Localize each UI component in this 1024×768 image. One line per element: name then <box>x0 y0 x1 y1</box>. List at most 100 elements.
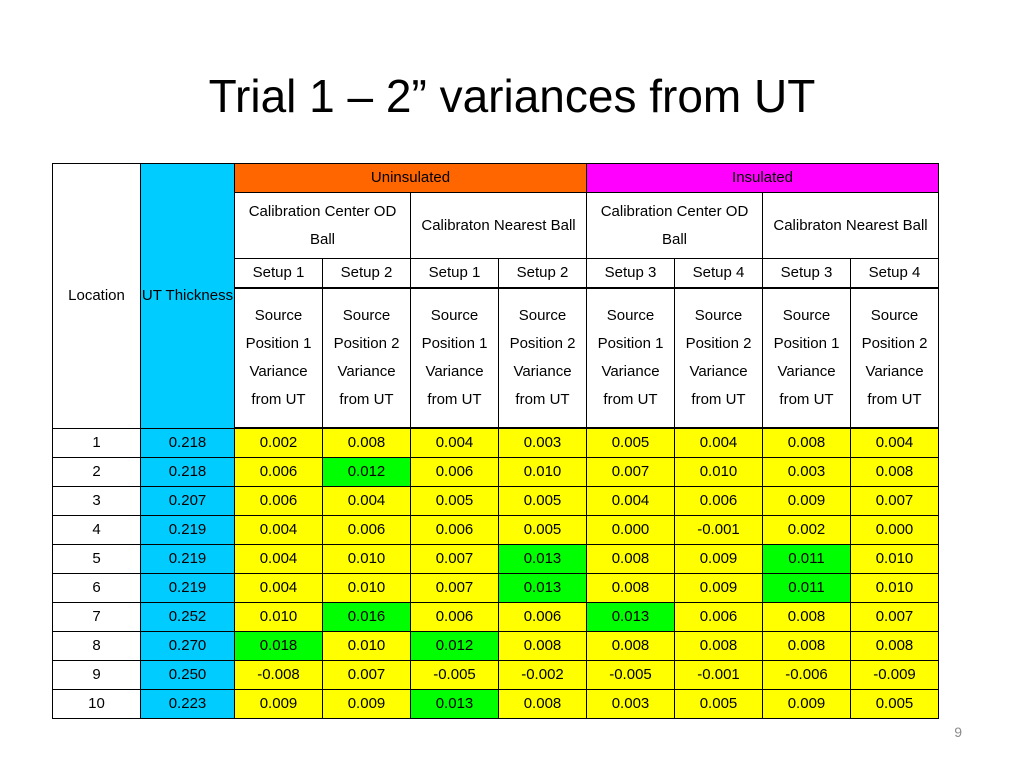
slide-title: Trial 1 – 2” variances from UT <box>208 70 816 122</box>
variance-cell: 0.013 <box>498 573 587 603</box>
variance-cell: 0.010 <box>234 602 323 632</box>
table-body: 1 0.218 0.002 0.008 0.004 0.003 0.005 0.004 0.00… <box>52 427 939 719</box>
variance-cell: 0.004 <box>234 515 323 545</box>
variance-cell: 0.007 <box>850 486 939 516</box>
table-row: 1 0.218 0.002 0.008 0.004 0.003 0.005 0.004 0.00… <box>52 427 939 458</box>
variance-cell: 0.009 <box>674 544 763 574</box>
variance-cell: 0.003 <box>586 689 675 719</box>
variance-cell: -0.005 <box>410 660 499 690</box>
location-cell: 9 <box>52 660 141 690</box>
variance-cell: 0.006 <box>322 515 411 545</box>
variance-cell: 0.010 <box>498 457 587 487</box>
variance-cell: 0.006 <box>410 515 499 545</box>
insulated-header: Insulated <box>586 163 939 193</box>
variance-cell: 0.010 <box>322 544 411 574</box>
variance-cell: 0.005 <box>498 515 587 545</box>
location-cell: 8 <box>52 631 141 661</box>
ut-thickness-cell: 0.219 <box>140 515 235 545</box>
variance-cell: 0.016 <box>322 602 411 632</box>
setup-header: Setup 4 <box>850 258 939 289</box>
variance-cell: 0.000 <box>850 515 939 545</box>
variance-cell: 0.012 <box>322 457 411 487</box>
location-cell: 3 <box>52 486 141 516</box>
variance-cell: 0.006 <box>674 486 763 516</box>
source-variance-header: Source Position 1 Variance from UT <box>762 287 851 429</box>
variance-cell: 0.004 <box>410 427 499 458</box>
variance-cell: 0.007 <box>410 544 499 574</box>
variance-cell: 0.005 <box>850 689 939 719</box>
ut-thickness-cell: 0.250 <box>140 660 235 690</box>
variance-cell: 0.008 <box>850 457 939 487</box>
source-variance-header: Source Position 1 Variance from UT <box>586 287 675 429</box>
variance-cell: 0.004 <box>234 573 323 603</box>
location-cell: 1 <box>52 427 141 458</box>
location-cell: 10 <box>52 689 141 719</box>
variance-cell: 0.006 <box>234 457 323 487</box>
variance-cell: 0.013 <box>498 544 587 574</box>
table-row: 4 0.219 0.004 0.006 0.006 0.005 0.000 -0.001 0.0… <box>52 515 939 545</box>
setup-header: Setup 3 <box>586 258 675 289</box>
subgroup-header: Calibraton Nearest Ball <box>410 192 587 259</box>
table-row: 8 0.270 0.018 0.010 0.012 0.008 0.008 0.008 0.00… <box>52 631 939 661</box>
location-header: Location <box>52 163 141 429</box>
variance-cell: 0.007 <box>410 573 499 603</box>
variance-cell: 0.003 <box>762 457 851 487</box>
variance-cell: -0.008 <box>234 660 323 690</box>
variance-cell: 0.006 <box>410 602 499 632</box>
variance-cell: 0.018 <box>234 631 323 661</box>
variance-cell: 0.008 <box>586 631 675 661</box>
variance-cell: 0.004 <box>586 486 675 516</box>
variance-cell: 0.013 <box>410 689 499 719</box>
setup-header: Setup 2 <box>322 258 411 289</box>
variance-cell: 0.003 <box>498 427 587 458</box>
location-cell: 6 <box>52 573 141 603</box>
table-row: 3 0.207 0.006 0.004 0.005 0.005 0.004 0.006 0.00… <box>52 486 939 516</box>
table-row: 5 0.219 0.004 0.010 0.007 0.013 0.008 0.009 0.01… <box>52 544 939 574</box>
variance-cell: 0.013 <box>586 602 675 632</box>
variance-cell: -0.005 <box>586 660 675 690</box>
uninsulated-header: Uninsulated <box>234 163 587 193</box>
variance-cell: 0.002 <box>762 515 851 545</box>
table-row: 10 0.223 0.009 0.009 0.013 0.008 0.003 0.005 0.0… <box>52 689 939 719</box>
source-variance-header: Source Position 2 Variance from UT <box>850 287 939 429</box>
variance-cell: 0.006 <box>498 602 587 632</box>
location-cell: 4 <box>52 515 141 545</box>
variance-cell: 0.000 <box>586 515 675 545</box>
variance-cell: 0.004 <box>322 486 411 516</box>
ut-thickness-cell: 0.252 <box>140 602 235 632</box>
variance-cell: 0.005 <box>586 427 675 458</box>
variance-cell: 0.008 <box>498 631 587 661</box>
variance-cell: -0.001 <box>674 660 763 690</box>
setup-header: Setup 4 <box>674 258 763 289</box>
ut-thickness-header: UT Thickness <box>140 163 235 429</box>
variance-cell: 0.010 <box>322 631 411 661</box>
variance-cell: 0.011 <box>762 544 851 574</box>
variance-cell: 0.010 <box>850 544 939 574</box>
variance-table: Location UT Thickness Uninsulated Insula… <box>52 163 939 719</box>
table-row: 9 0.250 -0.008 0.007 -0.005 -0.002 -0.005 -0.00… <box>52 660 939 690</box>
subgroup-header: Calibration Center OD Ball <box>586 192 763 259</box>
variance-cell: 0.009 <box>234 689 323 719</box>
variance-cell: 0.004 <box>234 544 323 574</box>
variance-cell: -0.001 <box>674 515 763 545</box>
variance-cell: 0.010 <box>322 573 411 603</box>
page-number: 9 <box>954 724 962 740</box>
ut-thickness-cell: 0.218 <box>140 427 235 458</box>
variance-cell: 0.005 <box>410 486 499 516</box>
ut-thickness-cell: 0.219 <box>140 544 235 574</box>
table-row: 2 0.218 0.006 0.012 0.006 0.010 0.007 0.010 0.00… <box>52 457 939 487</box>
variance-cell: 0.008 <box>762 631 851 661</box>
variance-cell: 0.009 <box>762 486 851 516</box>
variance-cell: 0.004 <box>850 427 939 458</box>
table-row: 7 0.252 0.010 0.016 0.006 0.006 0.013 0.006 0.00… <box>52 602 939 632</box>
variance-cell: -0.009 <box>850 660 939 690</box>
subgroup-header: Calibration Center OD Ball <box>234 192 411 259</box>
setup-header: Setup 1 <box>410 258 499 289</box>
ut-thickness-cell: 0.207 <box>140 486 235 516</box>
setup-header: Setup 2 <box>498 258 587 289</box>
setup-header: Setup 3 <box>762 258 851 289</box>
variance-cell: 0.006 <box>234 486 323 516</box>
variance-cell: 0.005 <box>674 689 763 719</box>
variance-cell: -0.006 <box>762 660 851 690</box>
subgroup-header: Calibraton Nearest Ball <box>762 192 939 259</box>
